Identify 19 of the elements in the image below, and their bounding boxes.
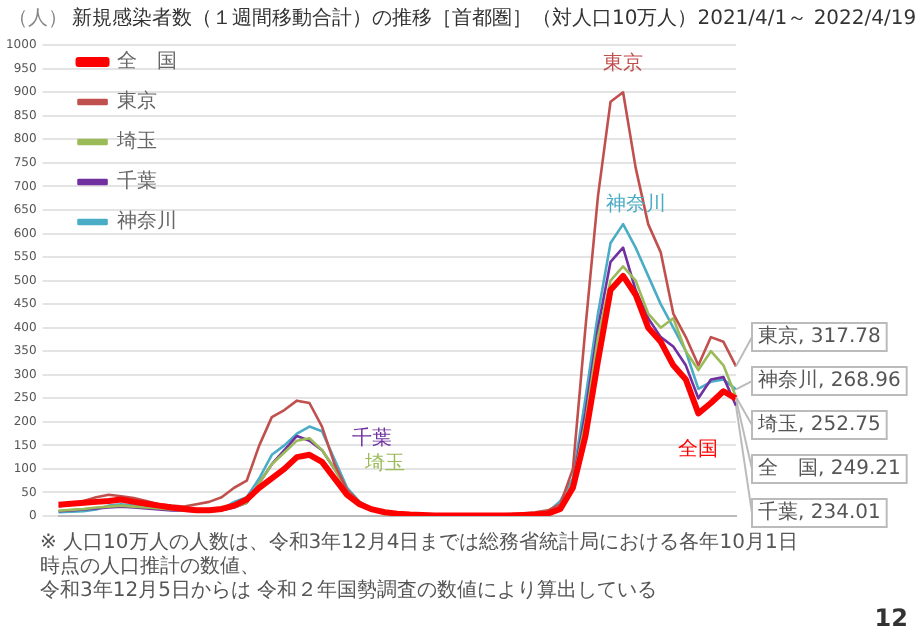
- legend-label: 全 国: [116, 49, 177, 74]
- annotation: 東京: [603, 51, 644, 76]
- legend-label: 東京: [116, 89, 157, 114]
- text: 12: [874, 604, 908, 632]
- legend-label: 埼玉: [114, 129, 157, 154]
- chart-title: 新規感染者数（１週間移動合計）の推移［首都圏］（対人口10万人）2021/4/1～ 2022/4/19: [72, 5, 917, 32]
- text: 令和3年12月5日からは 令和２年国勢調査の数値により算出している: [40, 580, 660, 604]
- data-label: 全 国, 249.21: [758, 456, 901, 481]
- data-label: 埼玉, 252.75: [756, 412, 881, 437]
- data-label: 神奈川, 268.96: [758, 368, 901, 393]
- annotation: 千葉: [352, 425, 393, 450]
- legend-label: 千葉: [116, 169, 157, 194]
- text: ※ 人口10万人の人数は、令和3年12月4日までは総務省統計局における各年10月1日時点の人口推計の数値、: [40, 532, 800, 579]
- data-label: 千葉, 234.01: [758, 500, 881, 525]
- annotation: 埼玉: [362, 451, 405, 476]
- legend-label: 神奈川: [116, 209, 177, 234]
- y-axis-title: （人）: [8, 6, 68, 32]
- data-label: 東京, 317.78: [758, 324, 881, 349]
- annotation: 全国: [678, 437, 719, 462]
